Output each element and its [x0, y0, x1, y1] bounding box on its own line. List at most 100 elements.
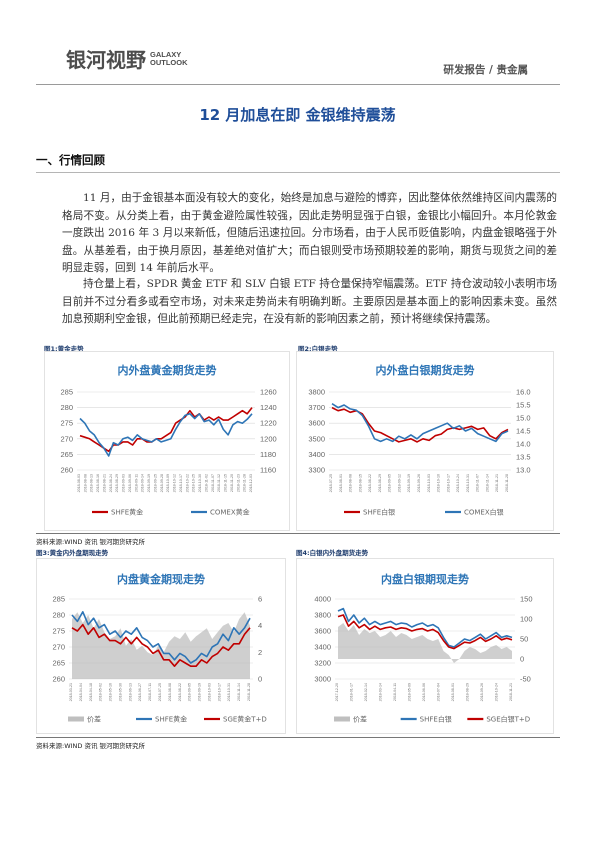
x-tick-label: 2018-08-08 — [83, 474, 87, 492]
x-tick-label: 2018-11-14 — [485, 474, 489, 492]
x-tick-label: 2018-09-14 — [141, 474, 145, 492]
x-tick-label: 2018-04-04 — [79, 683, 83, 701]
y-right-tick-label: 14.0 — [516, 440, 531, 449]
x-tick-label: 2018-10-17 — [217, 683, 221, 701]
figure-1-caption: 图1:黄金走势 — [44, 345, 84, 353]
x-tick-label: 2018-07-11 — [148, 683, 152, 701]
y-left-tick-label: 3600 — [308, 419, 325, 428]
x-tick-label: 2018-01-17 — [350, 683, 354, 701]
y-left-tick-label: 3800 — [308, 388, 325, 397]
figure-4-chart: 内盘白银期现走势 4000 3800 3600 3400 3200 3000 150 100 5… — [296, 558, 554, 734]
x-tick-label: 2018-10-24 — [456, 474, 460, 492]
section-divider — [36, 172, 560, 173]
legend-label: 价差 — [353, 715, 367, 724]
x-tick-label: 2018-05-09 — [408, 683, 412, 701]
legend-label: SHFE黄金 — [155, 715, 187, 724]
header-divider — [36, 84, 560, 85]
y-left-tick-label: 3300 — [308, 466, 325, 475]
x-tick-label: 2018-10-03 — [427, 474, 431, 492]
figure-row-1-divider — [36, 533, 560, 534]
legend-label: SGE黄金T+D — [223, 715, 267, 724]
x-tick-label: 2018-08-01 — [339, 474, 343, 492]
legend-label: SHFE白银 — [420, 715, 452, 724]
x-tick-label: 2018-04-11 — [393, 683, 397, 701]
y-left-tick-label: 3400 — [314, 643, 331, 652]
x-tick-label: 2018-08-15 — [358, 474, 362, 492]
y-left-tick-label: 4000 — [314, 595, 331, 604]
x-tick-label: 2018-08-08 — [349, 474, 353, 492]
x-tick-label: 2018-11-21 — [495, 474, 499, 492]
x-tick-label: 2018-10-24 — [495, 683, 499, 701]
figure-2-caption: 图2:白银走势 — [298, 345, 338, 353]
y-right-tick-label: 100 — [520, 615, 533, 624]
source-note-1: 资料来源:WIND 资讯 银河期货研究所 — [36, 538, 146, 546]
x-tick-label: 2018-11-21 — [509, 683, 513, 701]
series-line — [331, 406, 509, 443]
legend-label: SHFE黄金 — [111, 508, 143, 517]
y-left-tick-label: 3800 — [314, 611, 331, 620]
x-tick-label: 2018-07-04 — [437, 683, 441, 701]
x-tick-label: 2018-09-19 — [198, 683, 202, 701]
series-line — [79, 413, 253, 457]
x-tick-label: 2018-10-17 — [179, 474, 183, 492]
figure-1-chart: 内外盘黄金期货走势 285 280 275 270 265 260 1260 1240 1220… — [44, 351, 290, 531]
logo-text-en: GALAXY OUTLOOK — [150, 50, 188, 67]
y-right-tick-label: 0 — [258, 675, 262, 684]
x-tick-label: 2018-08-08 — [168, 683, 172, 701]
y-right-tick-label: 15.5 — [516, 401, 531, 410]
x-tick-label: 2018-11-14 — [237, 683, 241, 701]
y-left-tick-label: 260 — [52, 675, 65, 684]
x-tick-label: 2018-11-20 — [230, 474, 234, 492]
x-tick-label: 2018-09-05 — [188, 683, 192, 701]
figure-3-caption: 图3:黄金内外盘期现走势 — [36, 549, 109, 557]
y-right-tick-label: 14.5 — [516, 427, 531, 436]
x-tick-label: 2018-11-28 — [243, 474, 247, 492]
page-title: 12 月加息在即 金银维持震荡 — [199, 106, 396, 124]
logo-en-line2: OUTLOOK — [150, 57, 188, 67]
page-header: 银河视野 GALAXY OUTLOOK 研发报告 / 贵金属 — [0, 0, 595, 90]
y-left-tick-label: 280 — [52, 611, 65, 620]
y-right-tick-label: -50 — [520, 675, 531, 684]
x-tick-label: 2018-10-10 — [437, 474, 441, 492]
report-category: 研发报告 / 贵金属 — [443, 64, 528, 76]
chart-svg: 4000 3800 3600 3400 3200 3000 150 100 50 0 -50 2017… — [314, 595, 533, 724]
y-left-tick-label: 285 — [52, 595, 65, 604]
chart-title: 内盘黄金期现走势 — [117, 573, 205, 586]
y-left-tick-label: 3200 — [314, 659, 331, 668]
chart-title: 内外盘黄金期货走势 — [117, 364, 217, 377]
series-line — [71, 623, 251, 667]
y-right-tick-label: 1220 — [260, 419, 277, 428]
x-tick-label: 2018-09-06 — [128, 474, 132, 492]
y-left-tick-label: 3400 — [308, 450, 325, 459]
y-left-tick-label: 285 — [60, 388, 73, 397]
y-left-tick-label: 3500 — [308, 434, 325, 443]
x-tick-label: 2018-10-17 — [446, 474, 450, 492]
chart-title: 内盘白银期现走势 — [381, 573, 469, 586]
x-tick-label: 2018-10-30 — [198, 474, 202, 492]
y-right-tick-label: 13.5 — [516, 453, 531, 462]
x-tick-label: 2018-08-03 — [77, 474, 81, 492]
x-tick-label: 2018-05-02 — [99, 683, 103, 701]
x-tick-label: 2018-09-19 — [407, 474, 411, 492]
y-right-tick-label: 1180 — [260, 450, 276, 459]
x-tick-label: 2018-11-07 — [211, 474, 215, 492]
x-tick-label: 2018-11-28 — [247, 683, 251, 701]
x-tick-label: 2018-11-07 — [476, 474, 480, 492]
x-tick-label: 2018-08-29 — [115, 474, 119, 492]
y-right-tick-label: 1240 — [260, 403, 277, 412]
x-tick-label: 2018-09-28 — [160, 474, 164, 492]
x-tick-label: 2018-12-03 — [249, 474, 253, 492]
x-tick-label: 2018-06-13 — [128, 683, 132, 701]
x-tick-label: 2018-07-25 — [158, 683, 162, 701]
y-left-tick-label: 3600 — [314, 627, 331, 636]
chart-svg: 3800 3700 3600 3500 3400 3300 16.0 15.5 15.0 14.5… — [308, 388, 531, 517]
source-note-2: 资料来源:WIND 资讯 银河期货研究所 — [36, 742, 146, 750]
y-right-tick-label: 13.0 — [516, 466, 531, 475]
x-tick-label: 2018-08-22 — [368, 474, 372, 492]
y-right-tick-label: 6 — [258, 595, 262, 604]
x-tick-label: 2018-08-29 — [466, 683, 470, 701]
chart-svg: 285 280 275 270 265 260 1260 1240 1220 1200 1180 11… — [60, 388, 277, 517]
series-line — [337, 614, 513, 650]
y-right-tick-label: 50 — [520, 635, 528, 644]
x-tick-label: 2018-08-13 — [90, 474, 94, 492]
